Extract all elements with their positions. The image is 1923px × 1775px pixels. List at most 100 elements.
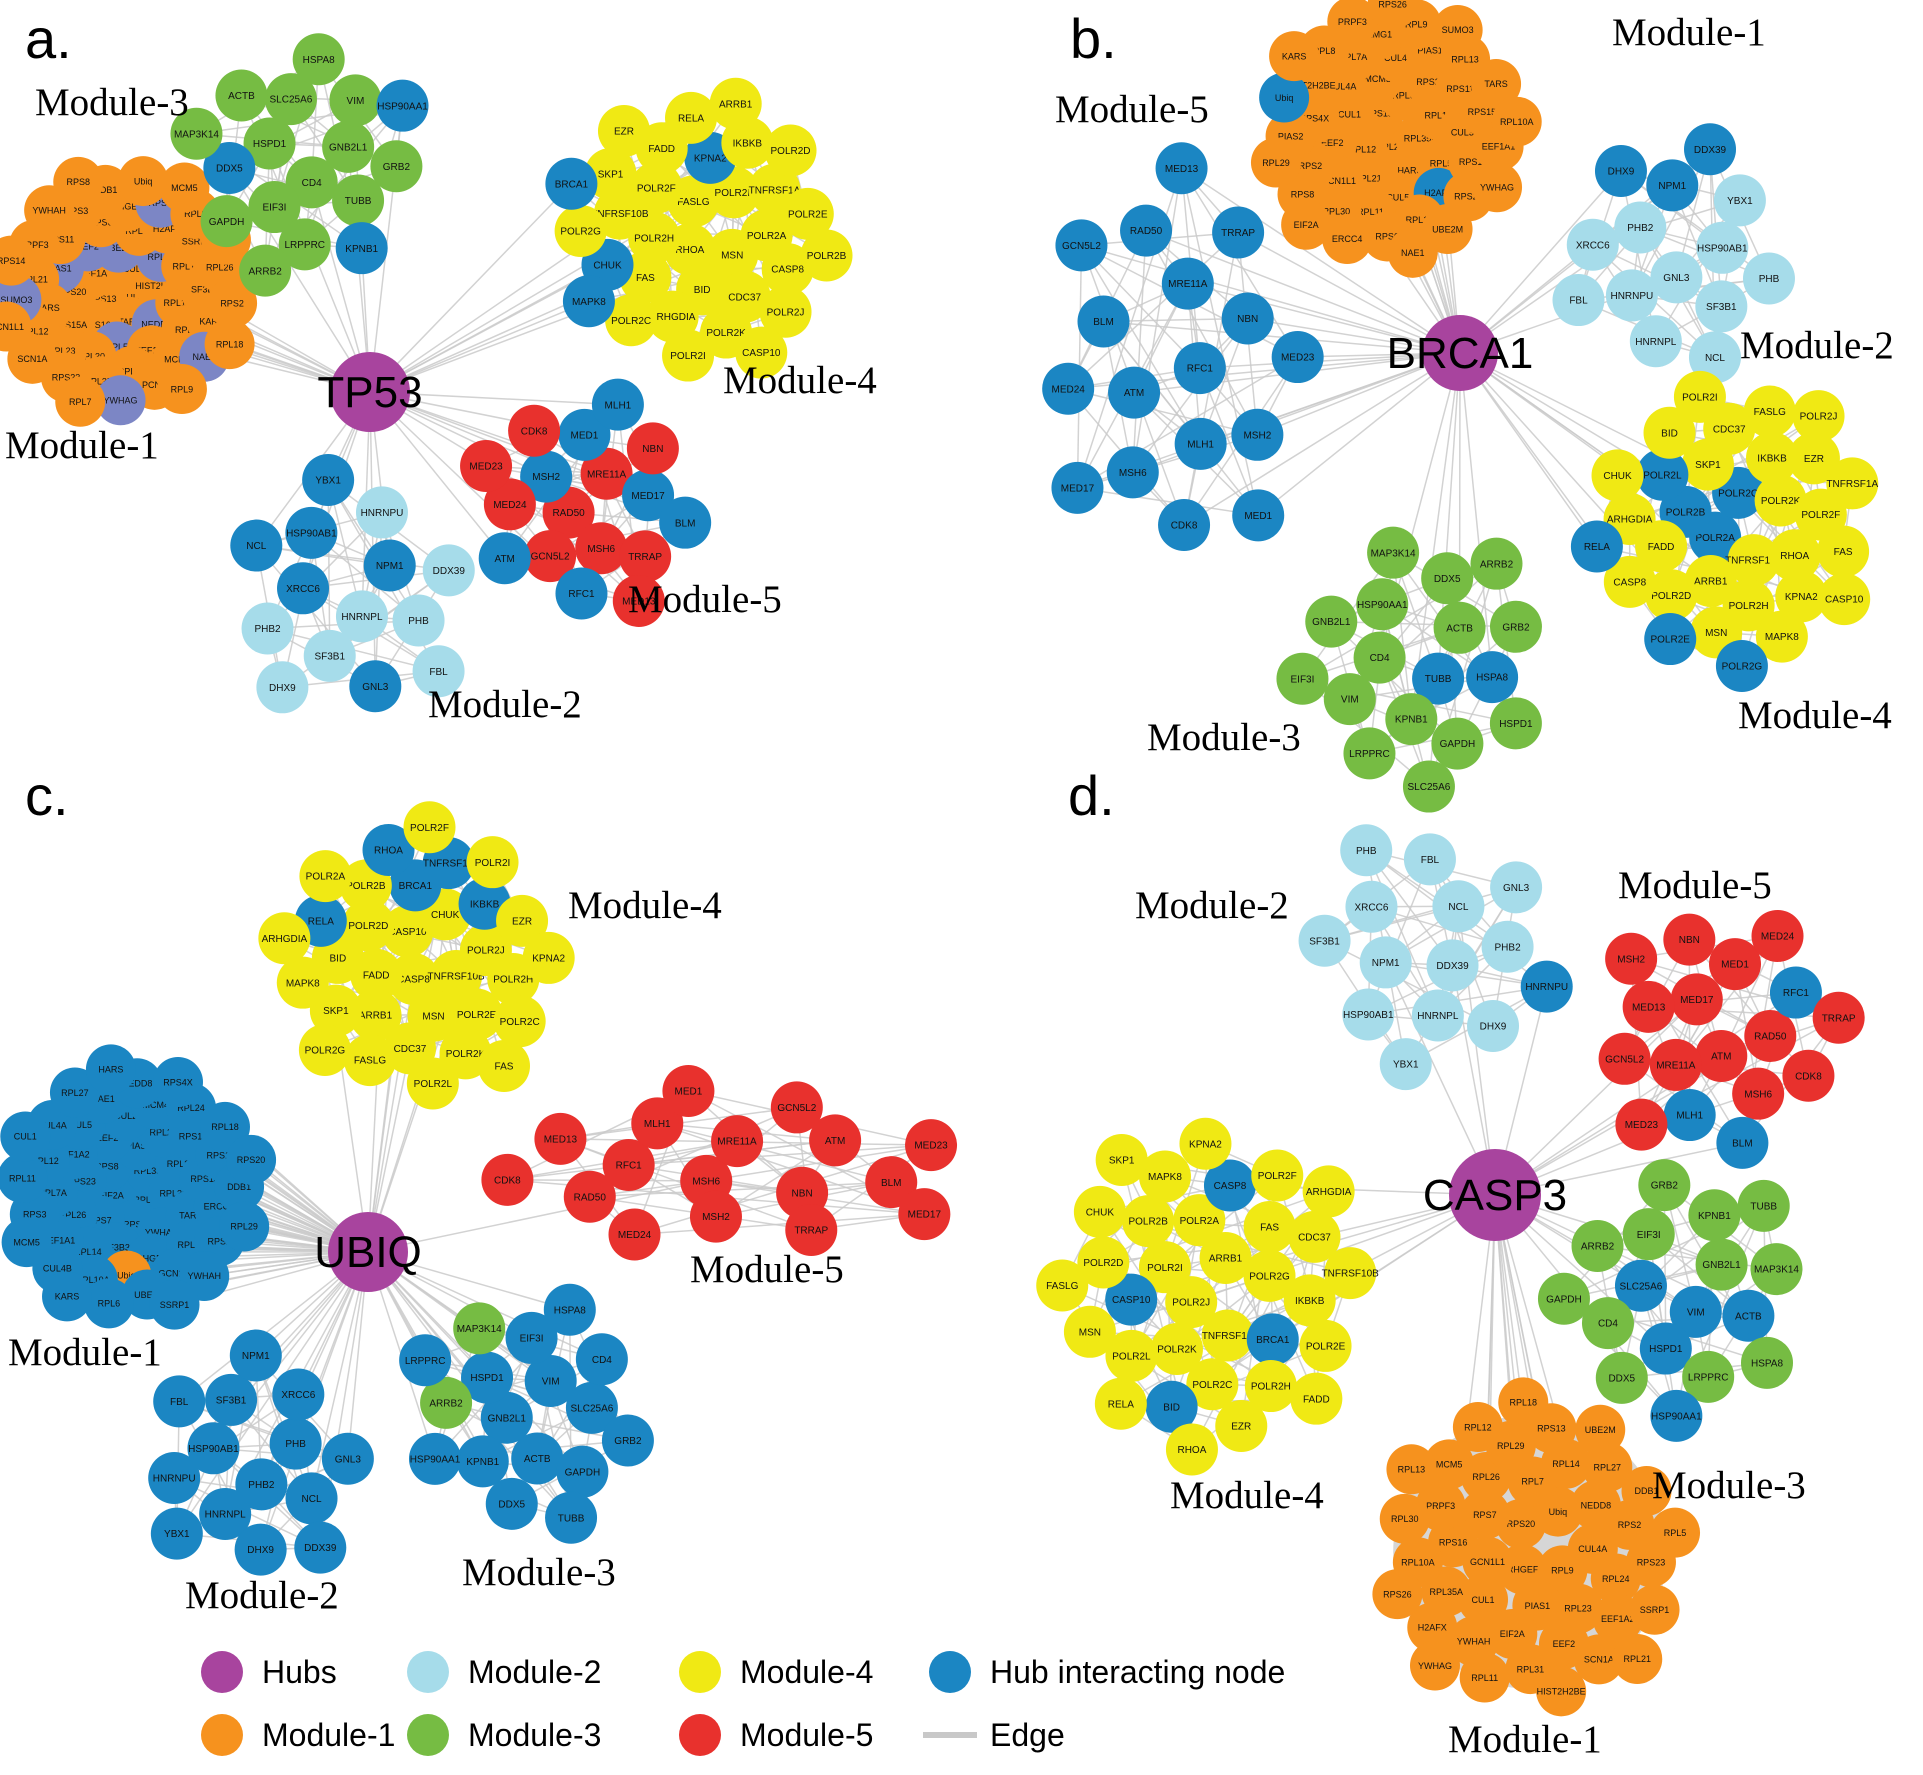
- node-NPM1[interactable]: NPM1: [229, 1329, 282, 1382]
- node-YBX1[interactable]: YBX1: [1379, 1038, 1432, 1091]
- node-CDK8[interactable]: CDK8: [508, 404, 561, 457]
- node-HSPA8[interactable]: HSPA8: [1466, 651, 1519, 704]
- node-CASP8[interactable]: CASP8: [1203, 1159, 1256, 1212]
- node-TUBB[interactable]: TUBB: [545, 1491, 598, 1544]
- node-SLC25A6[interactable]: SLC25A6: [1614, 1259, 1667, 1312]
- node-POLR2B[interactable]: POLR2B: [800, 229, 853, 282]
- node-GNL3[interactable]: GNL3: [349, 660, 402, 713]
- node-RPL10A[interactable]: RPL10A: [1491, 96, 1542, 147]
- node-BID[interactable]: BID: [1643, 406, 1696, 459]
- node-GAPDH[interactable]: GAPDH: [1431, 717, 1484, 770]
- node-VIM[interactable]: VIM: [1669, 1285, 1722, 1338]
- node-MAP3K14[interactable]: MAP3K14: [1367, 526, 1420, 579]
- node-PHB[interactable]: PHB: [1340, 824, 1393, 877]
- node-DDX5[interactable]: DDX5: [1595, 1351, 1648, 1404]
- node-CD4[interactable]: CD4: [575, 1333, 628, 1386]
- node-RPL13[interactable]: RPL13: [1386, 1444, 1437, 1495]
- node-VIM[interactable]: VIM: [329, 74, 382, 127]
- node-MLH1[interactable]: MLH1: [591, 378, 644, 431]
- node-MSH2[interactable]: MSH2: [520, 450, 573, 503]
- node-ARHGDIA[interactable]: ARHGDIA: [1302, 1165, 1355, 1218]
- node-MAPK8[interactable]: MAPK8: [1138, 1150, 1191, 1203]
- node-GNB2L1[interactable]: GNB2L1: [1695, 1238, 1748, 1291]
- node-XRCC6[interactable]: XRCC6: [272, 1368, 325, 1421]
- node-EZR[interactable]: EZR: [597, 104, 650, 157]
- node-HSPA8[interactable]: HSPA8: [1741, 1336, 1794, 1389]
- node-PHB[interactable]: PHB: [1742, 252, 1795, 305]
- node-MSH2[interactable]: MSH2: [689, 1190, 742, 1243]
- node-HNRNPL[interactable]: HNRNPL: [1411, 989, 1464, 1042]
- node-HARS[interactable]: HARS: [85, 1044, 136, 1095]
- node-POLR2E[interactable]: POLR2E: [781, 187, 834, 240]
- node-PHB2[interactable]: PHB2: [241, 602, 294, 655]
- node-DDX39[interactable]: DDX39: [1426, 939, 1479, 992]
- node-POLR2D[interactable]: POLR2D: [342, 899, 395, 952]
- node-POLR2I[interactable]: POLR2I: [662, 329, 715, 382]
- node-KARS[interactable]: KARS: [1269, 31, 1320, 82]
- node-HSP90AA1[interactable]: HSP90AA1: [376, 79, 429, 132]
- node-BRCA1[interactable]: BRCA1: [1246, 1313, 1299, 1366]
- node-NBN[interactable]: NBN: [1221, 292, 1274, 345]
- node-GNB2L1[interactable]: GNB2L1: [322, 120, 375, 173]
- node-MED1[interactable]: MED1: [558, 408, 611, 461]
- node-MED24[interactable]: MED24: [483, 478, 536, 531]
- node-EZR[interactable]: EZR: [1215, 1399, 1268, 1452]
- node-RELA[interactable]: RELA: [1094, 1377, 1147, 1430]
- node-HSP90AB1[interactable]: HSP90AB1: [1342, 988, 1395, 1041]
- node-XRCC6[interactable]: XRCC6: [1566, 218, 1619, 271]
- node-POLR2D[interactable]: POLR2D: [764, 124, 817, 177]
- node-POLR2D[interactable]: POLR2D: [1645, 569, 1698, 622]
- node-EZR[interactable]: EZR: [496, 894, 549, 947]
- node-MAPK8[interactable]: MAPK8: [562, 275, 615, 328]
- node-MCM5[interactable]: MCM5: [1424, 1439, 1475, 1490]
- node-MED23[interactable]: MED23: [1615, 1098, 1668, 1151]
- node-RAD50[interactable]: RAD50: [1120, 204, 1173, 257]
- node-SLC25A6[interactable]: SLC25A6: [565, 1381, 618, 1434]
- node-HSPD1[interactable]: HSPD1: [461, 1351, 514, 1404]
- node-CDC37[interactable]: CDC37: [1288, 1210, 1341, 1263]
- node-MED23[interactable]: MED23: [1271, 331, 1324, 384]
- node-SSRP1[interactable]: SSRP1: [1629, 1584, 1680, 1635]
- node-HNRNPU[interactable]: HNRNPU: [148, 1452, 201, 1505]
- node-MED24[interactable]: MED24: [608, 1208, 661, 1261]
- node-HIST2H2BE[interactable]: HIST2H2BE: [1536, 1666, 1587, 1717]
- node-RAD50[interactable]: RAD50: [1744, 1009, 1797, 1062]
- node-RPS8[interactable]: RPS8: [53, 156, 104, 207]
- node-IKBKB[interactable]: IKBKB: [1283, 1274, 1336, 1327]
- node-RFC1[interactable]: RFC1: [602, 1139, 655, 1192]
- node-GRB2[interactable]: GRB2: [1638, 1159, 1691, 1212]
- node-POLR2F[interactable]: POLR2F: [403, 801, 456, 854]
- node-XRCC6[interactable]: XRCC6: [277, 562, 330, 615]
- node-FASLG[interactable]: FASLG: [1743, 385, 1796, 438]
- node-RHOA[interactable]: RHOA: [362, 823, 415, 876]
- node-RPL18[interactable]: RPL18: [1498, 1377, 1549, 1428]
- node-MED24[interactable]: MED24: [1042, 362, 1095, 415]
- node-TNFRSF10B[interactable]: TNFRSF10B: [1725, 534, 1783, 587]
- node-FADD[interactable]: FADD: [1290, 1372, 1343, 1425]
- node-CHUK[interactable]: CHUK: [1591, 449, 1644, 502]
- node-HSP90AB1[interactable]: HSP90AB1: [1696, 221, 1749, 274]
- node-ARRB2[interactable]: ARRB2: [1571, 1220, 1624, 1273]
- node-RPL30[interactable]: RPL30: [1379, 1493, 1430, 1544]
- node-HSP90AA1[interactable]: HSP90AA1: [1650, 1389, 1703, 1442]
- node-MED13[interactable]: MED13: [534, 1112, 587, 1165]
- node-RELA[interactable]: RELA: [1570, 520, 1623, 573]
- node-RHOA[interactable]: RHOA: [1165, 1423, 1218, 1476]
- node-CASP10[interactable]: CASP10: [1105, 1273, 1158, 1326]
- node-ATM[interactable]: ATM: [809, 1114, 862, 1167]
- node-MAPK8[interactable]: MAPK8: [1755, 610, 1808, 663]
- node-RPL18[interactable]: RPL18: [204, 319, 255, 370]
- node-MAP3K14[interactable]: MAP3K14: [453, 1302, 506, 1355]
- node-POLR2H[interactable]: POLR2H: [1244, 1360, 1297, 1413]
- node-TRRAP[interactable]: TRRAP: [1212, 206, 1265, 259]
- node-GNL3[interactable]: GNL3: [1650, 251, 1703, 304]
- node-SF3B1[interactable]: SF3B1: [303, 629, 356, 682]
- node-SKP1[interactable]: SKP1: [584, 147, 637, 200]
- node-CDK8[interactable]: CDK8: [481, 1153, 534, 1206]
- node-XRCC6[interactable]: XRCC6: [1345, 880, 1398, 933]
- node-RHOA[interactable]: RHOA: [1768, 529, 1821, 582]
- node-ACTB[interactable]: ACTB: [1722, 1289, 1775, 1342]
- node-YBX1[interactable]: YBX1: [1713, 174, 1766, 227]
- node-H2AFX[interactable]: H2AFX: [1407, 1602, 1458, 1653]
- node-RPS14[interactable]: RPS14: [0, 235, 37, 286]
